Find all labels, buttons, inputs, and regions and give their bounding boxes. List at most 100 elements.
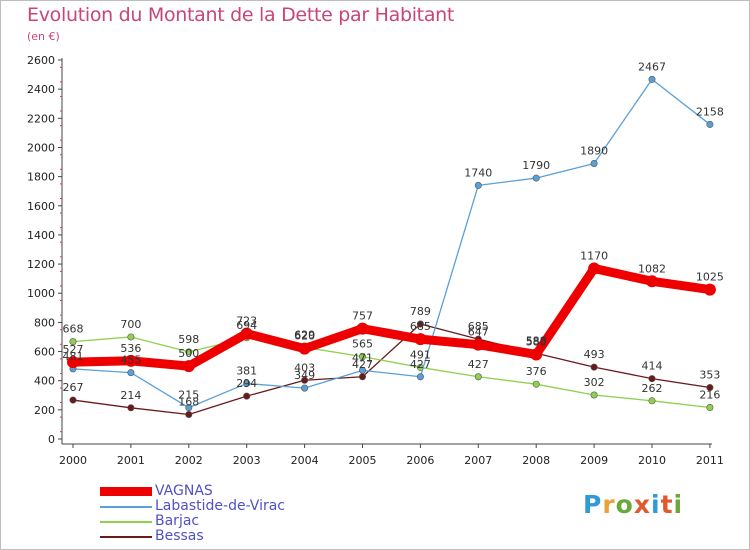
data-point-vagnas	[67, 356, 79, 369]
data-point-labastide-de-virac	[127, 369, 135, 377]
legend-label-barjac: Barjac	[155, 513, 200, 529]
legend-swatch-bessas	[100, 536, 152, 538]
legend-swatch-barjac	[100, 521, 152, 523]
data-label-vagnas: 723	[236, 315, 257, 328]
data-point-bessas	[185, 411, 193, 419]
data-label-bessas: 168	[178, 396, 199, 409]
logo-letter: i	[673, 490, 684, 519]
data-label-vagnas: 685	[410, 320, 431, 333]
data-point-labastide-de-virac	[706, 120, 714, 128]
x-tick-label: 2001	[117, 454, 145, 467]
data-label-vagnas: 1025	[696, 271, 724, 284]
data-label-barjac: 216	[699, 389, 720, 402]
data-label-barjac: 262	[642, 382, 663, 395]
x-tick-label: 2011	[696, 454, 724, 467]
logo-letter: t	[660, 490, 674, 519]
y-tick-label: 1800	[27, 171, 55, 184]
data-point-vagnas	[124, 354, 137, 367]
data-label-barjac: 302	[584, 376, 605, 389]
y-tick-label: 2000	[27, 141, 55, 154]
logo-letter: r	[602, 490, 616, 519]
data-label-vagnas: 500	[178, 347, 199, 360]
x-tick-label: 2010	[638, 454, 666, 467]
data-point-labastide-de-virac	[532, 174, 540, 182]
y-tick-label: 200	[34, 404, 55, 417]
data-point-labastide-de-virac	[301, 384, 309, 392]
data-point-vagnas	[240, 327, 253, 340]
data-label-labastide-de-virac: 1790	[522, 159, 550, 172]
data-label-vagnas: 620	[294, 330, 315, 343]
y-tick-label: 600	[34, 346, 55, 359]
x-tick-label: 2008	[522, 454, 550, 467]
series-line-barjac	[72, 336, 711, 409]
data-point-labastide-de-virac	[474, 181, 482, 189]
data-label-labastide-de-virac: 1740	[464, 166, 492, 179]
data-point-barjac	[648, 397, 656, 405]
data-label-labastide-de-virac: 481	[63, 350, 84, 363]
y-tick-label: 1000	[27, 287, 55, 300]
data-label-labastide-de-virac: 1890	[580, 144, 608, 157]
data-label-labastide-de-virac: 215	[178, 389, 199, 402]
data-label-bessas: 427	[352, 358, 373, 371]
x-tick-label: 2005	[349, 454, 377, 467]
data-point-barjac	[185, 348, 193, 356]
data-point-vagnas	[588, 262, 601, 275]
data-point-barjac	[474, 373, 482, 381]
data-label-bessas: 789	[410, 305, 431, 318]
y-tick-label: 2400	[27, 83, 55, 96]
x-tick-label: 2000	[59, 454, 87, 467]
data-point-bessas	[69, 396, 77, 404]
data-point-vagnas	[298, 342, 311, 355]
data-label-labastide-de-virac: 427	[410, 358, 431, 371]
data-label-labastide-de-virac: 349	[294, 369, 315, 382]
series-line-vagnas	[68, 263, 715, 371]
data-point-vagnas	[703, 283, 716, 296]
data-point-barjac	[706, 404, 714, 412]
legend-swatch-vagnas	[100, 487, 152, 496]
data-label-bessas: 685	[468, 320, 489, 333]
data-label-vagnas: 1082	[638, 262, 666, 275]
data-label-bessas: 403	[294, 361, 315, 374]
data-label-labastide-de-virac: 381	[236, 364, 257, 377]
legend-label-bessas: Bessas	[155, 528, 204, 544]
data-point-barjac	[358, 353, 366, 361]
data-label-bessas: 267	[63, 381, 84, 394]
data-point-bessas	[301, 376, 309, 384]
logo-letter: P	[583, 490, 603, 519]
chart-unit: (en €)	[27, 30, 60, 43]
data-point-bessas	[706, 384, 714, 392]
data-label-labastide-de-virac: 2158	[696, 105, 724, 118]
data-point-barjac	[69, 338, 77, 346]
x-tick-label: 2002	[175, 454, 203, 467]
data-label-barjac: 700	[120, 318, 141, 331]
data-label-barjac: 491	[410, 348, 431, 361]
data-label-barjac: 629	[294, 328, 315, 341]
data-label-vagnas: 1170	[580, 249, 608, 262]
data-label-barjac: 376	[526, 365, 547, 378]
data-point-labastide-de-virac	[358, 366, 366, 374]
data-label-bessas: 353	[699, 369, 720, 382]
x-tick-label: 2004	[291, 454, 319, 467]
data-point-bessas	[416, 320, 424, 328]
data-point-vagnas	[356, 322, 369, 335]
data-point-barjac	[127, 333, 135, 341]
data-label-labastide-de-virac: 455	[120, 354, 141, 367]
x-tick-label: 2003	[233, 454, 261, 467]
data-label-barjac: 668	[63, 323, 84, 336]
data-point-labastide-de-virac	[185, 404, 193, 412]
data-point-barjac	[590, 391, 598, 399]
series-layer	[67, 75, 716, 419]
data-point-bessas	[590, 363, 598, 371]
x-tick-label: 2009	[580, 454, 608, 467]
data-point-bessas	[127, 404, 135, 412]
data-point-vagnas	[646, 275, 658, 288]
data-point-labastide-de-virac	[243, 379, 251, 387]
data-point-bessas	[648, 375, 656, 383]
legend-label-labastide-de-virac: Labastide-de-Virac	[155, 498, 285, 514]
data-point-vagnas	[472, 338, 485, 351]
data-label-barjac: 565	[352, 338, 373, 351]
data-label-vagnas: 527	[63, 343, 84, 356]
y-tick-label: 1400	[27, 229, 55, 242]
